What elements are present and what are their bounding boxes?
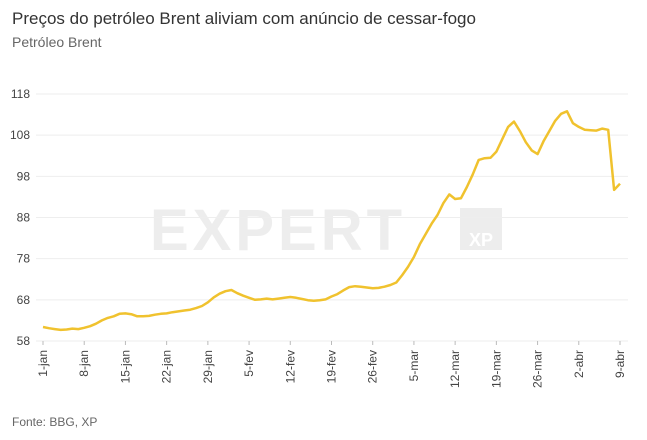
x-tick-label: 29-jan	[201, 350, 215, 383]
y-tick-label: 98	[17, 169, 31, 183]
data-line	[42, 110, 621, 332]
x-tick-label: 15-jan	[118, 350, 132, 383]
watermark: XP	[469, 230, 493, 250]
x-tick-label: 12-fev	[283, 350, 297, 383]
x-tick-label: 26-mar	[531, 350, 545, 388]
x-tick-label: 26-fev	[366, 350, 380, 383]
chart-subtitle: Petróleo Brent	[12, 34, 102, 50]
x-tick-label: 2-abr	[572, 350, 586, 378]
x-tick-label: 5-mar	[407, 350, 421, 381]
y-tick-label: 118	[11, 87, 30, 101]
x-tick-label: 19-mar	[489, 350, 503, 388]
x-tick-label: 9-abr	[613, 350, 627, 378]
source: Fonte: BBG, XP	[12, 415, 97, 429]
watermark-box	[460, 208, 502, 250]
x-tick-label: 8-jan	[77, 350, 91, 377]
y-tick-label: 78	[17, 252, 31, 266]
x-tick-label: 12-mar	[448, 350, 462, 388]
x-tick-label: 5-fev	[242, 350, 256, 377]
x-tick-label: 19-fev	[325, 350, 339, 383]
watermark: EXPERT	[150, 198, 406, 263]
y-tick-label: 68	[17, 293, 31, 307]
y-tick-label: 58	[17, 334, 31, 348]
x-tick-label: 22-jan	[160, 350, 174, 383]
y-tick-label: 108	[10, 128, 30, 142]
chart-title: Preços do petróleo Brent aliviam com anú…	[12, 9, 476, 28]
y-tick-label: 88	[17, 211, 31, 225]
x-tick-label: 1-jan	[36, 350, 50, 377]
